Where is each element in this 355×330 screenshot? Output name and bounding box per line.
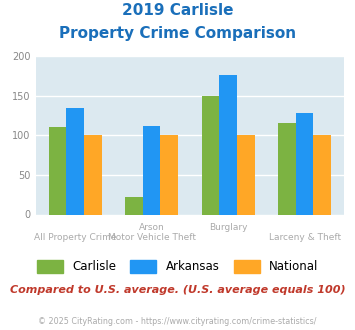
Text: Burglary: Burglary — [209, 223, 247, 232]
Bar — [49, 127, 66, 214]
Bar — [160, 135, 178, 214]
Bar — [313, 135, 331, 214]
Bar — [237, 135, 255, 214]
Legend: Carlisle, Arkansas, National: Carlisle, Arkansas, National — [32, 255, 323, 278]
Text: © 2025 CityRating.com - https://www.cityrating.com/crime-statistics/: © 2025 CityRating.com - https://www.city… — [38, 317, 317, 326]
Bar — [278, 123, 296, 214]
Text: Motor Vehicle Theft: Motor Vehicle Theft — [108, 233, 196, 242]
Text: All Property Crime: All Property Crime — [34, 233, 116, 242]
Bar — [143, 126, 160, 214]
Bar — [66, 108, 84, 214]
Text: Larceny & Theft: Larceny & Theft — [268, 233, 341, 242]
Bar — [84, 135, 102, 214]
Text: 2019 Carlisle: 2019 Carlisle — [122, 3, 233, 18]
Text: Compared to U.S. average. (U.S. average equals 100): Compared to U.S. average. (U.S. average … — [10, 285, 345, 295]
Text: Property Crime Comparison: Property Crime Comparison — [59, 26, 296, 41]
Bar — [219, 75, 237, 215]
Bar — [296, 113, 313, 214]
Bar — [125, 197, 143, 214]
Text: Arson: Arson — [139, 223, 165, 232]
Bar — [202, 96, 219, 214]
